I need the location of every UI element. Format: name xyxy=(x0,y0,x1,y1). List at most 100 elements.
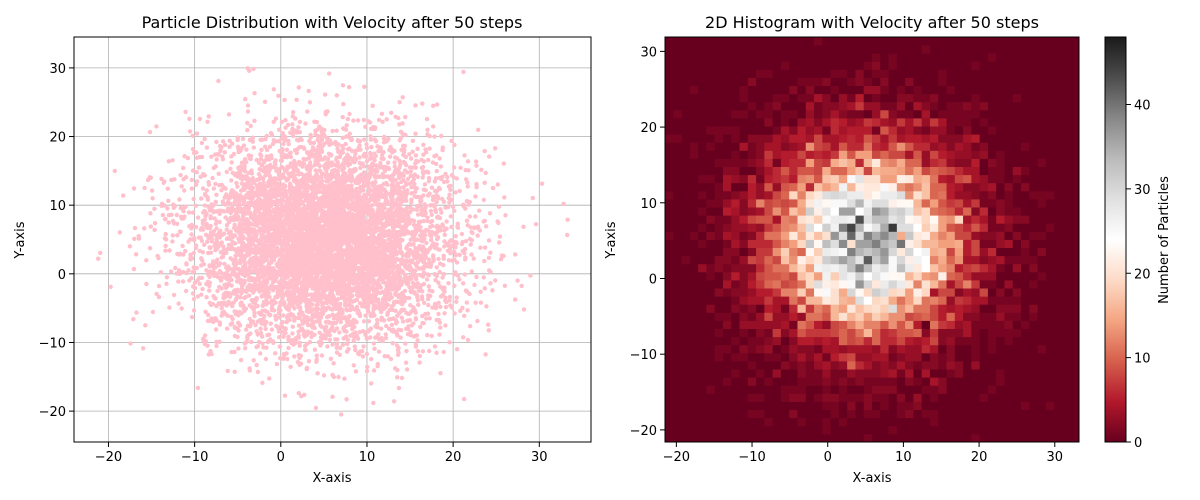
scatter-point xyxy=(337,330,342,335)
scatter-point xyxy=(348,333,353,338)
scatter-point xyxy=(242,264,248,269)
scatter-point xyxy=(468,242,473,247)
scatter-point xyxy=(425,311,431,316)
scatter-point xyxy=(357,276,363,281)
scatter-point xyxy=(440,222,445,227)
scatter-point xyxy=(463,177,469,182)
scatter-point xyxy=(306,155,312,161)
scatter-point xyxy=(215,257,220,262)
scatter-point xyxy=(333,320,339,326)
scatter-point xyxy=(364,368,370,374)
scatter-point xyxy=(182,188,187,193)
scatter-point xyxy=(313,128,318,133)
scatter-point xyxy=(435,102,440,107)
scatter-point xyxy=(475,318,480,324)
scatter-point xyxy=(247,368,253,373)
scatter-point xyxy=(354,304,360,310)
scatter-point xyxy=(385,182,390,187)
scatter-point xyxy=(214,339,219,345)
scatter-point xyxy=(421,321,426,326)
scatter-point xyxy=(286,141,291,147)
scatter-point xyxy=(409,185,414,190)
scatter-point xyxy=(179,306,184,311)
scatter-point xyxy=(144,281,149,287)
scatter-point xyxy=(315,371,320,376)
scatter-point xyxy=(228,166,233,171)
scatter-point xyxy=(317,189,323,194)
scatter-point xyxy=(465,308,470,313)
scatter-point xyxy=(455,221,461,226)
scatter-point xyxy=(410,258,415,263)
scatter-point xyxy=(190,270,195,275)
scatter-point xyxy=(297,119,303,125)
scatter-point xyxy=(361,154,367,159)
scatter-point xyxy=(425,127,430,132)
scatter-point xyxy=(205,119,210,125)
scatter-point xyxy=(229,141,235,146)
scatter-point xyxy=(493,278,498,283)
scatter-point xyxy=(270,141,276,146)
scatter-point xyxy=(302,343,308,349)
scatter-point xyxy=(211,186,216,191)
scatter-point xyxy=(372,173,377,178)
scatter-point xyxy=(431,103,436,109)
scatter-point xyxy=(427,229,433,234)
scatter-point xyxy=(258,156,264,162)
scatter-point xyxy=(429,218,435,224)
scatter-point xyxy=(288,311,294,317)
scatter-point xyxy=(190,168,196,173)
scatter-point xyxy=(273,116,279,121)
scatter-point xyxy=(452,165,457,170)
scatter-point xyxy=(381,140,387,145)
scatter-point xyxy=(440,275,445,280)
scatter-point xyxy=(415,338,420,343)
scatter-point xyxy=(182,154,187,159)
scatter-point xyxy=(228,322,233,327)
scatter-point xyxy=(374,261,379,266)
scatter-point xyxy=(420,289,425,294)
scatter-point xyxy=(357,143,362,148)
scatter-point xyxy=(169,177,174,183)
scatter-point xyxy=(259,137,265,142)
scatter-point xyxy=(188,257,193,262)
scatter-point xyxy=(434,350,439,355)
scatter-point xyxy=(271,87,276,92)
scatter-point xyxy=(478,300,484,305)
scatter-point xyxy=(191,296,197,302)
scatter-point xyxy=(128,341,133,346)
scatter-point xyxy=(363,124,368,129)
scatter-point xyxy=(214,139,219,145)
scatter-point xyxy=(327,71,332,76)
scatter-point xyxy=(400,95,405,100)
scatter-point xyxy=(429,185,435,190)
scatter-point xyxy=(183,204,188,209)
scatter-point xyxy=(255,272,261,277)
scatter-point xyxy=(402,168,408,173)
scatter-point xyxy=(222,150,227,155)
scatter-point xyxy=(432,179,437,184)
scatter-point xyxy=(292,318,297,323)
scatter-point xyxy=(290,126,295,132)
scatter-point xyxy=(473,159,479,164)
scatter-point xyxy=(180,243,185,249)
scatter-point xyxy=(325,344,330,349)
scatter-point xyxy=(428,224,433,230)
scatter-point xyxy=(364,145,370,151)
scatter-point xyxy=(437,269,442,275)
scatter-point xyxy=(426,170,431,175)
scatter-point xyxy=(208,250,214,255)
scatter-point xyxy=(486,255,492,260)
scatter-point xyxy=(464,300,469,305)
scatter-point xyxy=(414,186,419,191)
scatter-point xyxy=(438,294,444,299)
scatter-point xyxy=(398,335,403,340)
scatter-point xyxy=(256,339,262,345)
scatter-point xyxy=(360,354,366,359)
scatter-point xyxy=(415,237,420,242)
scatter-point xyxy=(449,138,454,144)
scatter-point xyxy=(368,134,373,139)
scatter-point xyxy=(164,275,170,280)
scatter-point xyxy=(351,338,356,343)
scatter-point xyxy=(378,147,383,152)
scatter-point xyxy=(467,324,473,329)
